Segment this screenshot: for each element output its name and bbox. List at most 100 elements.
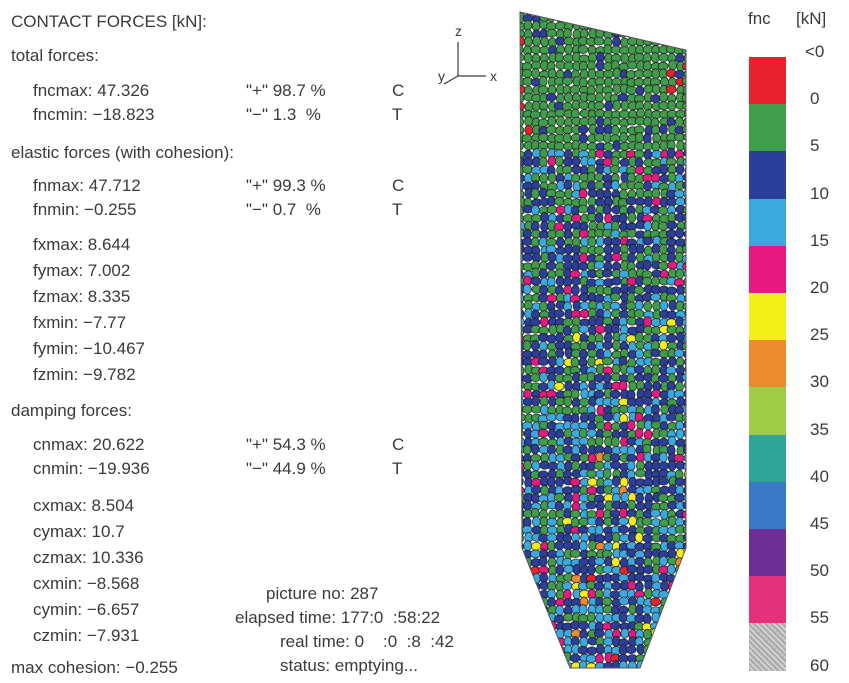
particle — [619, 533, 630, 543]
particle — [668, 300, 678, 311]
particle — [530, 541, 542, 551]
particle — [547, 251, 557, 263]
particle — [675, 627, 685, 639]
particle — [681, 341, 686, 351]
particle — [546, 412, 557, 422]
particle — [683, 269, 686, 279]
particle — [641, 276, 653, 286]
particle — [586, 93, 597, 103]
particle — [523, 459, 532, 471]
particle — [684, 611, 686, 623]
particle — [546, 334, 558, 344]
particle — [562, 254, 574, 263]
particle — [626, 228, 638, 238]
particle — [625, 196, 637, 206]
particle — [667, 637, 677, 648]
particle — [634, 365, 645, 375]
particle — [626, 60, 638, 70]
particle — [610, 621, 621, 630]
particle — [683, 453, 686, 463]
particle — [530, 637, 541, 647]
particle — [531, 100, 541, 112]
particle — [595, 612, 605, 624]
particle — [658, 476, 669, 486]
particle — [530, 340, 540, 351]
particle — [635, 132, 644, 143]
particle — [547, 652, 557, 663]
particle — [658, 525, 670, 535]
particle — [522, 628, 534, 638]
particle — [634, 300, 644, 311]
particle — [548, 12, 557, 15]
particle — [546, 517, 558, 527]
particle — [538, 652, 548, 664]
particle — [521, 69, 533, 78]
particle — [611, 475, 621, 487]
particle — [658, 622, 670, 631]
particle — [520, 437, 526, 448]
particle — [666, 252, 676, 263]
silo-particle-plot — [519, 11, 687, 669]
particle — [674, 493, 685, 503]
particle — [610, 179, 620, 191]
particle — [570, 357, 580, 368]
particle — [620, 491, 630, 503]
legend-swatch — [749, 245, 786, 294]
particle — [577, 45, 589, 54]
particle — [644, 588, 653, 599]
particle — [650, 52, 660, 63]
particle — [676, 548, 685, 559]
particle — [547, 172, 557, 183]
particle — [658, 437, 669, 447]
particle — [660, 12, 669, 24]
particle — [643, 180, 652, 192]
particle — [603, 69, 614, 79]
particle — [562, 317, 574, 327]
particle — [642, 236, 654, 246]
particle — [643, 565, 654, 574]
particle — [524, 588, 533, 600]
particle — [524, 36, 533, 48]
particle — [683, 485, 686, 496]
particle — [569, 85, 581, 94]
particle — [523, 500, 532, 511]
particle — [530, 485, 542, 495]
real-time: real time: 0 :0 :8 :42 — [280, 632, 454, 651]
particle — [684, 356, 686, 368]
particle — [635, 396, 644, 408]
particle — [682, 605, 686, 615]
particle — [618, 109, 630, 119]
particle — [667, 12, 676, 23]
particle — [540, 36, 549, 48]
particle — [538, 156, 548, 168]
particle — [618, 596, 630, 606]
particle — [673, 453, 685, 463]
particle — [593, 101, 605, 111]
particle — [521, 582, 533, 591]
particle — [635, 348, 644, 360]
particle — [532, 516, 541, 528]
particle — [530, 598, 541, 607]
particle — [651, 68, 661, 80]
particle — [555, 276, 565, 287]
status-text: status: emptying... — [280, 656, 418, 675]
particle — [563, 36, 575, 46]
particle — [668, 59, 678, 71]
particle — [602, 356, 613, 366]
particle — [578, 324, 590, 334]
particle — [612, 67, 622, 79]
particle — [618, 269, 630, 279]
particle — [587, 12, 597, 15]
particle — [571, 12, 583, 16]
particle — [634, 557, 646, 566]
particle — [674, 621, 686, 631]
particle — [660, 28, 670, 40]
particle — [578, 133, 588, 144]
particle — [650, 420, 662, 430]
particle — [520, 180, 524, 192]
particle — [619, 12, 629, 17]
particle — [587, 236, 597, 248]
particle — [537, 428, 549, 438]
particle — [666, 147, 676, 159]
particle — [666, 12, 678, 15]
